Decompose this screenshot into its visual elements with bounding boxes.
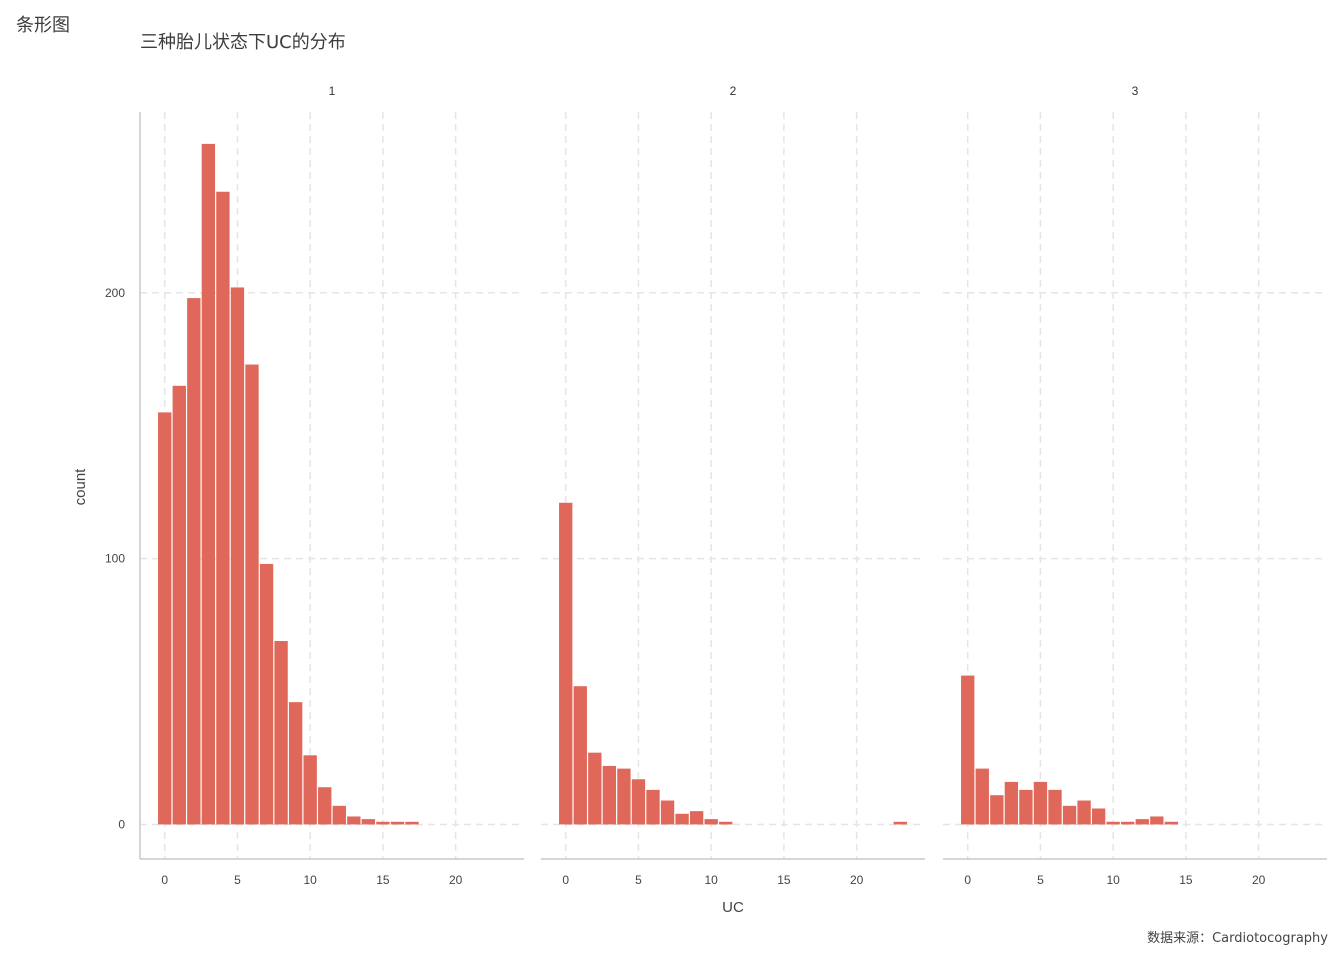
chart-title: 三种胎儿状态下UC的分布 — [140, 32, 346, 53]
histogram-bar — [704, 819, 718, 825]
grid-layer — [140, 112, 1327, 859]
axis-layer — [139, 112, 1327, 860]
histogram-bar — [675, 813, 689, 825]
histogram-bar — [187, 298, 201, 825]
histogram-bar — [689, 811, 704, 825]
histogram-bar — [602, 765, 617, 825]
x-tick-label: 15 — [1179, 873, 1193, 887]
histogram-bar — [893, 821, 907, 825]
x-tick-label: 20 — [850, 873, 864, 887]
histogram-bar — [318, 787, 332, 825]
x-tick-label: 5 — [234, 873, 241, 887]
histogram-bar — [975, 768, 989, 825]
histogram-bar — [646, 789, 660, 825]
histogram-bar — [1121, 821, 1135, 825]
histogram-bar — [376, 821, 390, 825]
histogram-bar — [303, 755, 317, 825]
histogram-bar — [158, 412, 172, 825]
facet-label: 3 — [1132, 84, 1139, 98]
x-tick-label: 10 — [705, 873, 719, 887]
histogram-bar — [1019, 789, 1033, 825]
x-tick-label: 5 — [635, 873, 642, 887]
x-tick-label: 15 — [376, 873, 390, 887]
facet-label: 1 — [329, 84, 336, 98]
corner-title: 条形图 — [16, 15, 70, 36]
histogram-bar — [617, 768, 631, 825]
y-axis-title: count — [72, 468, 89, 506]
histogram-bar — [1106, 821, 1120, 825]
x-tick-label: 0 — [562, 873, 569, 887]
histogram-bar — [961, 675, 975, 825]
histogram-bar — [1135, 819, 1149, 825]
histogram-bar — [230, 287, 245, 825]
histogram-bar — [631, 779, 646, 825]
histogram-bar — [1062, 805, 1077, 825]
histogram-bar — [660, 800, 675, 825]
x-tick-label: 20 — [1252, 873, 1266, 887]
histogram-bar — [405, 821, 419, 825]
y-tick-label: 100 — [105, 552, 125, 566]
histogram-bar — [588, 752, 602, 825]
x-tick-label: 0 — [964, 873, 971, 887]
histogram-bar — [1077, 800, 1091, 825]
histogram-bar — [1004, 781, 1019, 825]
x-tick-label: 10 — [304, 873, 318, 887]
histogram-bar — [990, 795, 1004, 825]
histogram-bar — [259, 563, 274, 825]
histogram-bar — [245, 364, 259, 825]
x-tick-label: 20 — [449, 873, 463, 887]
histogram-bar — [1164, 821, 1179, 825]
histogram-bar — [1150, 816, 1164, 825]
y-tick-label: 0 — [118, 817, 125, 831]
histogram-bar — [719, 821, 733, 825]
histogram-bar — [1033, 781, 1048, 825]
data-source-caption: 数据来源：Cardiotocography — [1147, 931, 1328, 946]
x-axis-title: UC — [722, 899, 744, 916]
x-tick-label: 0 — [161, 873, 168, 887]
histogram-bar — [559, 502, 573, 825]
histogram-bar — [1091, 808, 1106, 825]
histogram-bar — [361, 819, 376, 825]
x-tick-label: 15 — [777, 873, 791, 887]
histogram-bar — [332, 805, 346, 825]
facet-label: 2 — [730, 84, 737, 98]
histogram-bar — [216, 191, 230, 825]
x-tick-label: 10 — [1107, 873, 1121, 887]
x-tick-label: 5 — [1037, 873, 1044, 887]
histogram-bar — [201, 143, 216, 825]
histogram-bar — [1048, 789, 1062, 825]
histogram-bar — [274, 641, 288, 825]
histogram-bar — [347, 816, 361, 825]
histogram-bar — [172, 385, 186, 825]
histogram-bar — [573, 686, 587, 825]
bar-layer — [158, 143, 1179, 825]
histogram-bar — [390, 821, 405, 825]
histogram-bar — [288, 702, 303, 825]
y-tick-label: 200 — [105, 286, 125, 300]
